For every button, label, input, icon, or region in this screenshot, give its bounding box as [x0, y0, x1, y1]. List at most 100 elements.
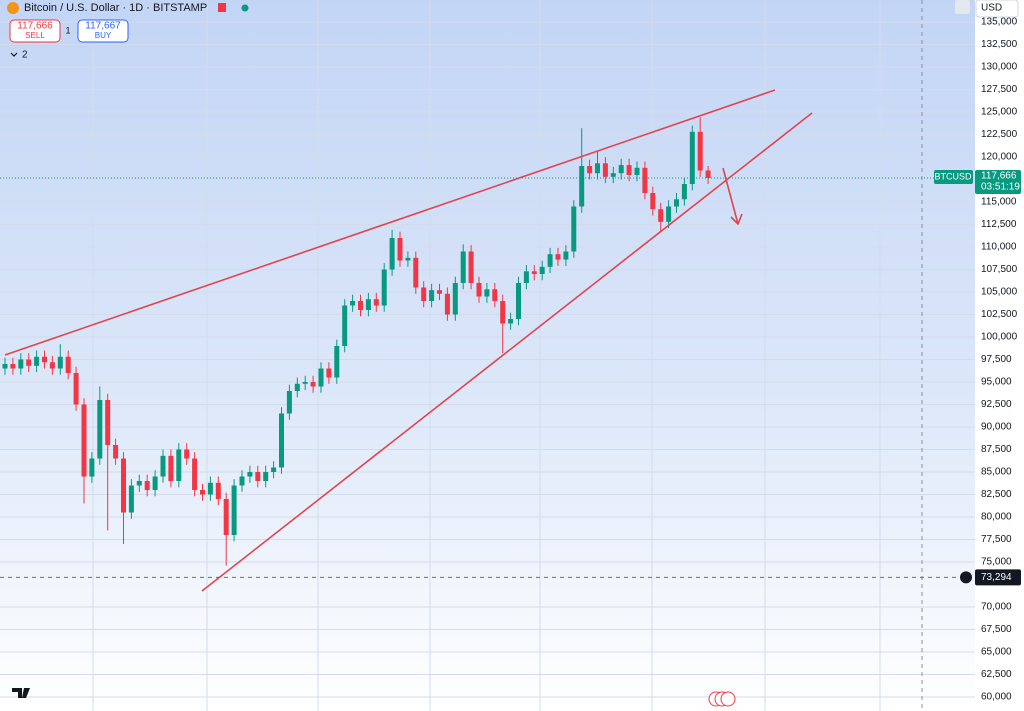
y-tick-label: 122,500 [981, 129, 1018, 140]
candle-body [642, 167, 648, 193]
indicators-toggle[interactable] [10, 52, 18, 57]
candle-body [192, 458, 198, 490]
candle-body [294, 383, 300, 391]
candle-body [2, 363, 8, 369]
y-tick-label: 60,000 [981, 692, 1012, 703]
candle-body [97, 399, 103, 459]
candle-body [429, 290, 435, 301]
candle-body [681, 183, 687, 200]
arrow-head [730, 213, 743, 226]
candle-body [595, 163, 600, 174]
candle-body [555, 254, 561, 260]
candle-body [168, 455, 174, 481]
sell-button[interactable] [9, 19, 61, 43]
candle-body [18, 359, 24, 369]
coin-icon [7, 2, 19, 14]
crosshair-badge [975, 569, 1021, 586]
crosshair-label: 73,294 [981, 572, 1012, 583]
candle-body [674, 199, 679, 207]
candle-body [239, 476, 245, 486]
candle-body [184, 449, 190, 459]
candle-body [49, 362, 55, 369]
spread: 1 [65, 25, 70, 35]
y-tick-label: 90,000 [981, 422, 1012, 433]
y-tick-label: 62,500 [981, 669, 1012, 680]
y-tick-label: 127,500 [981, 84, 1018, 95]
y-tick-label: 70,000 [981, 602, 1012, 613]
time-grid [92, 0, 881, 711]
candle-body [73, 372, 79, 405]
candle-body [34, 356, 40, 366]
events-icon [708, 691, 736, 707]
buy-price: 117,667 [85, 21, 121, 32]
y-tick-label: 120,000 [981, 152, 1018, 163]
candle-body [89, 458, 95, 477]
candle-body [121, 458, 126, 513]
y-tick-label: 95,000 [981, 377, 1012, 388]
candle-body [610, 173, 616, 177]
y-tick-label: 100,000 [981, 332, 1018, 343]
upper-trend-line [4, 89, 776, 356]
candle-body [500, 300, 506, 324]
toolbar-button[interactable] [955, 0, 970, 14]
candle-body [650, 192, 656, 210]
candle-body [413, 257, 419, 288]
y-tick-label: 97,500 [981, 354, 1012, 365]
candle-body [508, 318, 514, 324]
candle-body [531, 271, 537, 274]
candle-body [460, 251, 466, 283]
y-tick-label: 92,500 [981, 399, 1012, 410]
candle-body [539, 266, 545, 274]
candle-body [10, 363, 16, 369]
candle-body [468, 251, 474, 283]
candle-body [231, 485, 237, 535]
candle-body [350, 300, 356, 306]
candle-body [310, 381, 316, 387]
candle-body [689, 131, 695, 184]
candle-body [571, 206, 577, 252]
y-tick-label: 75,000 [981, 557, 1012, 568]
candle-body [81, 404, 87, 477]
currency-button[interactable] [975, 0, 1019, 18]
candle-body [484, 289, 490, 297]
candle-body [381, 269, 387, 306]
candle-body [152, 476, 158, 490]
price-axis-background [975, 0, 1024, 711]
candle-body [389, 237, 395, 270]
candle-body [444, 293, 450, 315]
candle-body [397, 237, 403, 261]
candle-body [26, 359, 32, 366]
candle-body [302, 381, 308, 384]
candle-body [215, 482, 221, 499]
buy-button[interactable] [77, 19, 129, 43]
candle-body [563, 251, 569, 260]
indicators-count: 2 [22, 50, 28, 61]
symbol-badge [934, 170, 973, 185]
y-tick-label: 132,500 [981, 39, 1018, 50]
candle-body [523, 271, 529, 283]
candle-body [286, 390, 292, 414]
y-tick-label: 87,500 [981, 444, 1012, 455]
candle-body [666, 206, 672, 222]
countdown: 03:51:19 [981, 182, 1020, 193]
candle-body [200, 489, 205, 495]
candle-body [516, 282, 521, 319]
candle-body [476, 282, 482, 297]
candle-body [618, 165, 624, 174]
buy-label: BUY [95, 31, 112, 40]
last-price-label: 117,666 [981, 171, 1017, 182]
candle-body [42, 356, 47, 363]
flag-icon [218, 3, 226, 12]
candle-body [247, 471, 253, 477]
candle-body [626, 165, 632, 175]
candle-body [144, 480, 150, 490]
candle-body [318, 368, 324, 387]
candle-body [271, 467, 277, 472]
y-tick-label: 67,500 [981, 624, 1012, 635]
y-tick-label: 77,500 [981, 534, 1012, 545]
candle-body [547, 254, 553, 267]
candle-body [334, 345, 340, 378]
candle-body [634, 167, 640, 175]
currency: USD [981, 3, 1002, 14]
candle-body [658, 209, 664, 222]
